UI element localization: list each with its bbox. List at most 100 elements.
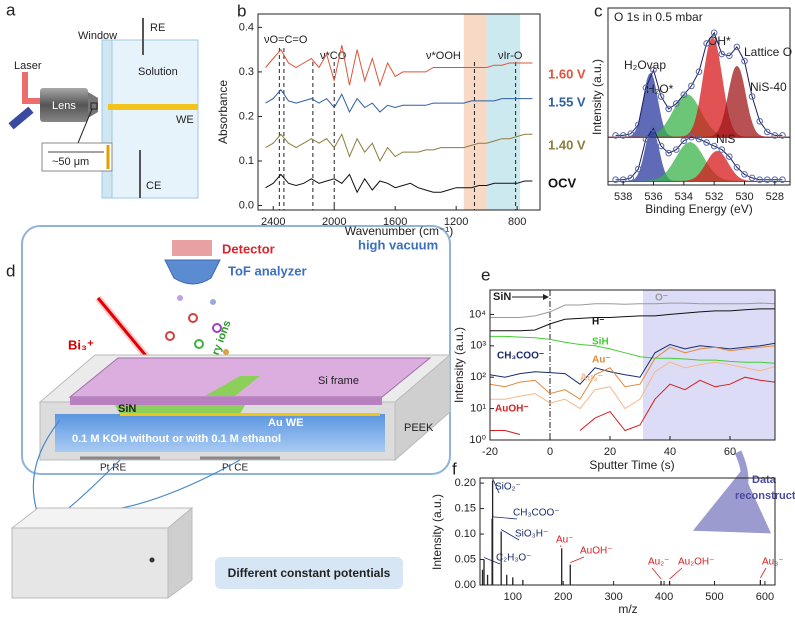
x-tick-label: 300	[604, 591, 622, 603]
data-point	[771, 132, 779, 139]
peak-label: SiO₂⁻	[495, 482, 521, 493]
y-tick-label: 0.05	[455, 553, 476, 565]
series-label: 1.60 V	[548, 66, 586, 81]
panel-d: d Detector ToF analyzer high vacuum Bi₃⁺…	[6, 225, 452, 599]
panel-label: b	[237, 1, 246, 20]
peak-pointer	[492, 478, 500, 494]
label: ToF analyzer	[228, 263, 307, 278]
data-point	[672, 100, 680, 107]
y-tick-label: 0.20	[455, 477, 476, 489]
series-label: H⁻	[592, 317, 605, 328]
data-point	[695, 135, 703, 143]
x-tick-label: 40	[664, 446, 676, 458]
x-tick-label: 536	[644, 191, 662, 203]
peak-label: Au₃⁻	[762, 557, 784, 568]
label: WE	[176, 114, 194, 126]
y-axis-label: Intensity (a.u.)	[430, 494, 444, 570]
data-point	[627, 130, 635, 137]
panel-label: e	[481, 265, 490, 284]
au-layer	[120, 413, 380, 416]
component-label: H₂O*	[646, 82, 674, 96]
label: Pt CE	[222, 463, 248, 474]
band	[486, 14, 521, 210]
data-point	[657, 93, 665, 100]
data-point	[650, 125, 657, 132]
zoom-line	[77, 108, 93, 144]
x-tick-label: 532	[705, 191, 723, 203]
data-point	[680, 91, 688, 99]
data-point	[642, 135, 650, 143]
series-line	[265, 133, 533, 163]
x-tick-label: 0	[547, 446, 553, 458]
panel-label: a	[6, 0, 16, 19]
x-tick-label: 530	[735, 191, 753, 203]
y-tick-label: 0.2	[239, 110, 254, 122]
y-tick-label: 0.4	[239, 21, 254, 33]
data-point	[612, 132, 619, 139]
data-point	[748, 174, 756, 182]
x-tick-label: 100	[504, 591, 522, 603]
data-point	[635, 121, 642, 129]
data-point	[635, 165, 642, 173]
y-tick-label: 10¹	[470, 403, 486, 415]
x-tick-label: 1200	[444, 216, 468, 228]
series-label: NiS	[716, 132, 735, 146]
peak-pointer	[760, 567, 767, 579]
x-tick-label: 400	[655, 591, 673, 603]
peak-label: AuOH⁻	[580, 546, 613, 557]
series-label: OCV	[548, 175, 577, 190]
data-point	[695, 68, 703, 76]
instrument-front	[11, 527, 169, 599]
data-point	[710, 142, 718, 150]
label: Si frame	[318, 375, 359, 387]
x-tick-label: 1600	[383, 216, 407, 228]
label: Different constant potentials	[228, 566, 391, 580]
x-tick-label: 60	[724, 446, 736, 458]
data-point	[733, 164, 741, 171]
solution-cell	[111, 39, 199, 199]
annotation: ν*OOH	[426, 50, 461, 62]
instrument-side	[167, 506, 193, 599]
x-axis-label: m/z	[618, 602, 637, 616]
data-point	[741, 57, 748, 65]
instrument-led	[149, 557, 155, 563]
window	[101, 39, 113, 199]
data-point	[756, 117, 763, 125]
region-label: SiN	[493, 291, 511, 303]
data-point	[763, 176, 771, 183]
peak-label: Au₂OH⁻	[678, 557, 714, 568]
data-point	[756, 176, 763, 183]
x-axis-label: Wavenumber (cm⁻¹)	[345, 224, 454, 238]
series-line	[265, 45, 533, 87]
shade	[643, 290, 775, 440]
lens	[40, 88, 88, 122]
data-point	[612, 176, 619, 183]
y-tick-label: 10³	[470, 340, 486, 352]
data-point	[726, 52, 733, 60]
focus-box	[90, 102, 98, 110]
annotation: νIr-O	[498, 50, 523, 62]
x-tick-label: -20	[482, 446, 498, 458]
y-axis-label: Intensity (a.u.)	[590, 59, 604, 135]
label: 0.1 M KOH without or with 0.1 M ethanol	[72, 433, 281, 445]
series-line	[490, 376, 776, 435]
sin-window	[205, 376, 260, 396]
y-tick-label: 10⁰	[469, 434, 486, 446]
data-point	[627, 174, 635, 182]
series-label: NiS-40	[750, 80, 787, 94]
panel-label: d	[6, 261, 15, 280]
peak-pointer	[669, 567, 683, 580]
series-label: 1.55 V	[548, 94, 586, 109]
data-point	[688, 133, 695, 141]
sin-membrane	[115, 405, 245, 414]
data-point	[657, 142, 665, 150]
label: reconstruction	[735, 490, 795, 502]
component-label: Lattice O	[744, 45, 792, 59]
peak-label: SiO₃H⁻	[515, 529, 548, 540]
x-tick-label: 600	[756, 591, 774, 603]
series-line	[490, 302, 776, 318]
y-axis-label: Intensity (a.u.)	[452, 327, 466, 403]
label: Pt RE	[100, 463, 126, 474]
data-point	[665, 149, 672, 157]
data-point	[718, 50, 726, 58]
